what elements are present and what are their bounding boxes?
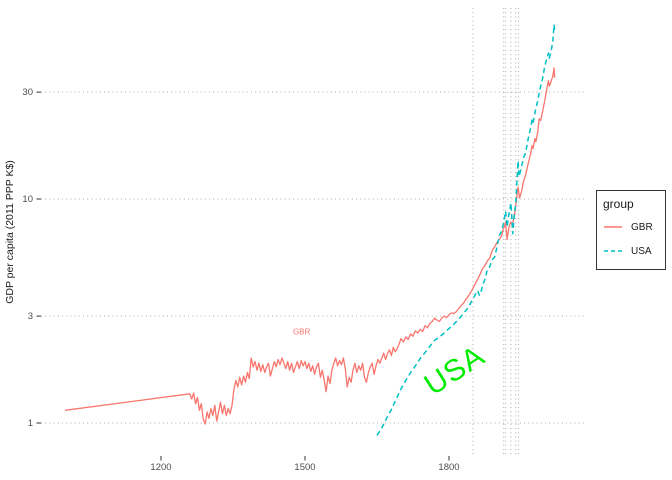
y-tick-label-3: 3 (27, 310, 33, 322)
legend-title: group (603, 197, 634, 211)
y-axis-title: GDP per capita (2011 PPP K$) (4, 160, 16, 304)
y-tick-label-1: 1 (27, 417, 33, 429)
x-tick-label-1200: 1200 (150, 462, 172, 473)
legend-swatch-usa-line (604, 250, 622, 252)
x-tick-label-1500: 1500 (294, 462, 316, 473)
legend-label-gbr: GBR (631, 221, 653, 233)
series-line-gbr (64, 67, 556, 425)
legend-entry-gbr: GBR (603, 215, 665, 239)
y-tick-label-10: 10 (22, 193, 33, 205)
y-tick-label-30: 30 (22, 86, 33, 98)
series-line-usa (376, 23, 556, 436)
legend-entry-usa: USA (603, 239, 665, 263)
x-tick-label-1800: 1800 (438, 462, 460, 473)
legend-swatch-gbr-line (604, 226, 622, 228)
annotation-gbr-label: GBR (292, 327, 311, 337)
legend-label-usa: USA (631, 245, 652, 257)
legend: group GBR USA (596, 190, 666, 270)
